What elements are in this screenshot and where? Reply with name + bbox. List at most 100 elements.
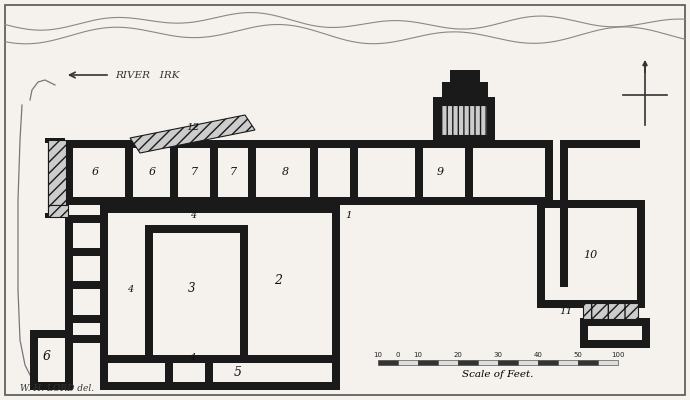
Bar — [30, 382, 73, 390]
Text: 12: 12 — [186, 124, 199, 132]
Bar — [438, 360, 458, 365]
Bar — [433, 97, 441, 142]
Bar — [242, 298, 247, 303]
Bar — [100, 205, 108, 390]
Bar — [598, 360, 618, 365]
Bar — [242, 238, 247, 243]
Bar — [441, 105, 487, 135]
Bar — [642, 318, 650, 343]
Text: W. H. LORD del.: W. H. LORD del. — [20, 384, 94, 393]
Bar — [398, 360, 418, 365]
Bar — [147, 338, 152, 343]
Text: 4: 4 — [127, 286, 133, 294]
Bar — [125, 140, 133, 205]
Bar — [578, 360, 598, 365]
Bar — [30, 330, 38, 388]
Text: 10: 10 — [413, 352, 422, 358]
Bar — [473, 197, 545, 205]
Text: 8: 8 — [282, 167, 288, 177]
Bar — [145, 225, 153, 355]
Bar — [170, 140, 178, 205]
Text: 30: 30 — [493, 352, 502, 358]
Text: 5: 5 — [234, 366, 242, 378]
Text: 0: 0 — [396, 352, 400, 358]
Text: 6: 6 — [148, 167, 155, 177]
Bar — [537, 200, 645, 208]
Bar — [100, 382, 340, 390]
Bar — [65, 315, 100, 323]
Bar — [65, 215, 73, 335]
Bar — [65, 197, 545, 205]
Bar — [65, 215, 100, 223]
Bar — [537, 300, 645, 308]
Text: Scale of Feet.: Scale of Feet. — [462, 370, 533, 379]
Bar — [147, 318, 152, 323]
Bar — [65, 140, 73, 205]
Bar — [48, 140, 64, 215]
Bar — [210, 140, 218, 205]
Bar — [537, 300, 645, 308]
Bar — [545, 140, 553, 205]
Bar — [433, 97, 495, 105]
Bar — [538, 360, 558, 365]
Text: 20: 20 — [453, 352, 462, 358]
Bar — [48, 205, 68, 217]
Text: 4: 4 — [190, 210, 196, 220]
Text: RIVER   IRK: RIVER IRK — [115, 70, 179, 80]
Bar — [145, 225, 248, 233]
Bar — [242, 318, 247, 323]
Text: 100: 100 — [611, 352, 624, 358]
Bar — [433, 135, 495, 143]
Bar — [580, 340, 650, 348]
Bar — [48, 140, 66, 205]
Bar — [147, 298, 152, 303]
Bar — [537, 300, 567, 308]
Bar — [242, 278, 247, 283]
Bar — [242, 258, 247, 263]
Bar — [45, 138, 65, 143]
Bar — [205, 355, 213, 390]
Bar — [147, 258, 152, 263]
Bar — [580, 318, 588, 343]
Bar — [378, 360, 398, 365]
Bar — [65, 330, 73, 388]
Bar — [108, 355, 332, 363]
Bar — [450, 70, 480, 85]
Bar — [147, 278, 152, 283]
Text: 2: 2 — [274, 274, 282, 286]
Bar — [498, 360, 518, 365]
Bar — [65, 248, 100, 256]
Text: 50: 50 — [573, 352, 582, 358]
Text: 6: 6 — [43, 350, 51, 362]
Bar — [415, 140, 423, 205]
Text: 6: 6 — [92, 167, 99, 177]
Bar — [465, 140, 473, 205]
Bar — [558, 360, 578, 365]
Bar — [248, 140, 256, 205]
Text: 11: 11 — [560, 308, 573, 316]
Bar — [165, 355, 173, 390]
Text: 7: 7 — [190, 167, 197, 177]
Text: 3: 3 — [188, 282, 196, 294]
Text: 4: 4 — [189, 354, 195, 362]
Bar — [65, 140, 545, 148]
Text: 40: 40 — [533, 352, 542, 358]
Bar — [65, 335, 100, 343]
Bar — [147, 238, 152, 243]
Bar — [310, 140, 318, 205]
Bar — [583, 303, 638, 319]
Bar — [442, 82, 488, 100]
Bar — [145, 355, 248, 363]
Text: 9: 9 — [437, 167, 444, 177]
Bar — [65, 281, 100, 289]
Text: 10: 10 — [373, 352, 382, 358]
Bar — [580, 318, 650, 326]
Bar — [240, 225, 248, 355]
Bar — [478, 360, 498, 365]
Bar — [100, 205, 340, 213]
Bar — [637, 200, 645, 308]
Bar — [487, 97, 495, 142]
Bar — [473, 140, 545, 148]
Bar — [350, 140, 358, 205]
Bar — [458, 360, 478, 365]
